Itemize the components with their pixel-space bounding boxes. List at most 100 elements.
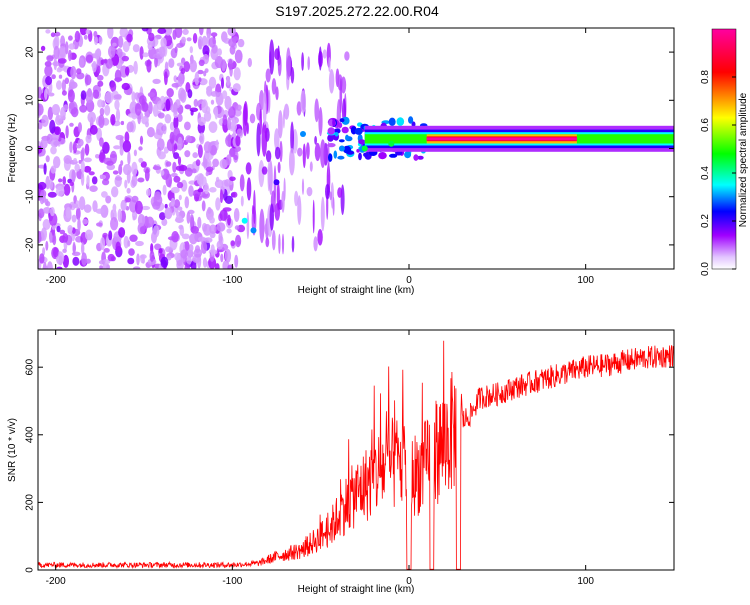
heatmap-cell — [148, 32, 155, 42]
heatmap-cell — [105, 195, 112, 204]
heatmap-cell — [210, 32, 218, 37]
heatmap-cell — [297, 147, 303, 157]
heatmap-cell — [97, 65, 101, 74]
heatmap-cell — [332, 118, 336, 127]
heatmap-cell — [125, 197, 131, 203]
heatmap-cell — [234, 225, 240, 230]
heatmap-cell — [131, 91, 136, 102]
heatmap-cell — [167, 236, 177, 241]
heatmap-cell — [224, 95, 232, 110]
y-tick-label: 0 — [25, 145, 36, 151]
heatmap-cell — [197, 36, 203, 50]
heatmap-cell — [38, 140, 41, 147]
heatmap-cell — [219, 189, 224, 204]
heatmap-cell — [201, 99, 208, 114]
colorbar-label: Normalized spectral amplitude — [738, 92, 749, 227]
heatmap-cell — [256, 122, 261, 157]
heatmap-cell — [338, 122, 343, 128]
heatmap-cell — [216, 222, 226, 232]
heatmap-cell — [38, 230, 42, 244]
heatmap-cell — [55, 185, 65, 197]
heatmap-cell — [159, 212, 166, 221]
heatmap-cell — [291, 235, 295, 253]
heatmap-cell — [188, 244, 194, 252]
heatmap-cell — [56, 225, 61, 233]
heatmap-cell — [44, 65, 53, 77]
heatmap-cell — [186, 37, 192, 42]
heatmap-cell — [58, 178, 63, 183]
heatmap-cell — [133, 149, 137, 157]
heatmap-cell — [181, 233, 190, 240]
heatmap-cell — [265, 237, 270, 248]
heatmap-cell — [126, 121, 134, 133]
heatmap-cell — [101, 191, 108, 198]
heatmap-cell — [184, 263, 190, 269]
heatmap-cell — [158, 248, 163, 254]
heatmap-cell — [229, 45, 236, 55]
heatmap-cell — [108, 230, 113, 241]
heatmap-cell — [215, 263, 220, 269]
colorbar — [711, 28, 737, 270]
heatmap-cell — [274, 48, 280, 60]
heatmap-cell — [187, 89, 193, 99]
heatmap-cell — [138, 95, 147, 106]
heatmap-cell — [363, 152, 369, 158]
heatmap-cell — [44, 88, 48, 100]
snr-frame — [37, 329, 675, 571]
heatmap-cell — [78, 196, 86, 211]
heatmap-cell — [296, 101, 302, 116]
heatmap-cell — [333, 128, 341, 134]
heatmap-cell — [246, 177, 252, 201]
x-tick-label: -200 — [46, 275, 66, 286]
heatmap-cell — [189, 59, 197, 73]
heatmap-cell — [235, 134, 241, 147]
heatmap-cell — [233, 109, 242, 117]
heatmap-cell — [67, 89, 75, 103]
heatmap-cell — [164, 203, 168, 209]
heatmap-cell — [230, 240, 235, 247]
heatmap-cell — [96, 222, 103, 227]
heatmap-cell — [38, 122, 43, 130]
colorbar-tick-label: 0.0 — [700, 262, 711, 276]
heatmap-cell — [104, 104, 111, 116]
heatmap-cell — [156, 122, 165, 136]
heatmap-cell — [216, 240, 223, 250]
heatmap-cell — [62, 248, 67, 253]
heatmap-cell — [279, 140, 283, 163]
spike-feature — [338, 145, 345, 152]
heatmap-cell — [72, 227, 76, 235]
heatmap-cell — [327, 143, 336, 148]
heatmap-cell — [160, 169, 165, 176]
heatmap-cell — [65, 125, 69, 139]
heatmap-cell — [42, 247, 46, 256]
heatmap-x-label: Height of straight line (km) — [298, 285, 415, 296]
heatmap-cell — [221, 77, 224, 89]
heatmap-cell — [88, 171, 95, 176]
heatmap-cell — [197, 254, 202, 269]
heatmap-cell — [114, 99, 120, 111]
heatmap-cell — [140, 161, 147, 168]
heatmap-cell — [290, 67, 295, 84]
heatmap-cell — [76, 68, 82, 75]
heatmap-cell — [157, 112, 165, 119]
heatmap-cell — [59, 229, 66, 235]
heatmap-cell — [184, 241, 190, 251]
heatmap-cell — [138, 157, 144, 163]
snr-panel: -200 -100 0 100 0 200 400 600 Height of straig… — [7, 329, 675, 595]
heatmap-cells — [38, 28, 674, 269]
heatmap-cell — [210, 99, 215, 105]
heatmap-cell — [127, 257, 135, 265]
heatmap-cell — [234, 254, 239, 268]
heatmap-cell — [188, 185, 194, 197]
heatmap-cell — [38, 145, 43, 154]
heatmap-cell — [121, 55, 129, 62]
heatmap-cell — [320, 196, 325, 232]
heatmap-cell — [43, 162, 47, 175]
heatmap-cell — [338, 139, 345, 143]
heatmap-cell — [199, 132, 205, 145]
heatmap-cell — [77, 138, 84, 147]
heatmap-cell — [290, 121, 294, 154]
heatmap-cell — [81, 147, 85, 158]
heatmap-cell — [136, 253, 140, 266]
